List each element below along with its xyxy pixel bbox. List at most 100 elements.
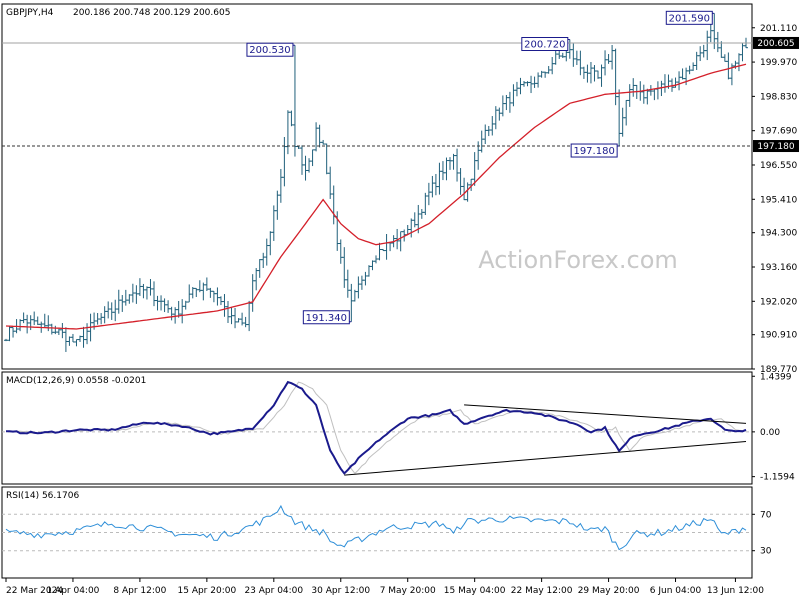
price-bar (529, 75, 534, 94)
price-bar (310, 149, 315, 167)
annotation-box (521, 37, 569, 52)
price-bar (546, 66, 551, 74)
price-bar (698, 46, 703, 62)
price-bar (437, 162, 442, 195)
price-bar (504, 94, 509, 111)
price-bar (719, 41, 724, 58)
price-bar (705, 30, 710, 61)
time-axis-label: 13 Jun 12:00 (707, 586, 764, 596)
price-bar (715, 31, 720, 53)
price-bar (169, 306, 174, 321)
price-bar (67, 336, 72, 346)
price-bar (412, 212, 417, 228)
price-bar (113, 299, 118, 322)
price-bar (201, 282, 206, 301)
price-bar (25, 314, 30, 334)
price-bar (500, 95, 505, 117)
price-bar (123, 289, 128, 306)
price-bar (384, 233, 389, 260)
price-bar (78, 335, 82, 343)
annotation-label: 201.590 (669, 13, 710, 24)
price-bar (187, 284, 192, 303)
price-bar (211, 290, 216, 303)
annotation-label: 191.340 (306, 313, 347, 324)
price-bar (130, 283, 135, 303)
price-bar (116, 289, 121, 314)
time-axis-label: 22 May 12:00 (511, 586, 573, 596)
price-bar (493, 106, 498, 130)
price-bar (285, 110, 290, 155)
price-bar (511, 84, 516, 107)
price-bar (722, 54, 727, 62)
price-bar (409, 218, 414, 238)
macd-signal-line (6, 381, 747, 475)
price-bar (444, 157, 449, 181)
price-bar (736, 53, 741, 72)
price-bar (159, 295, 164, 311)
price-bar (398, 231, 403, 252)
price-bar (282, 137, 287, 187)
price-tag-label: 200.605 (757, 39, 794, 49)
moving-average-line (5, 63, 747, 330)
macd-trendline (464, 404, 747, 424)
price-bar (518, 77, 523, 95)
chart-ohlc: 200.186 200.748 200.129 200.605 (73, 8, 230, 18)
annotation-box (665, 10, 713, 25)
price-bar (419, 208, 424, 219)
price-bar (455, 148, 460, 182)
price-bar (254, 268, 259, 291)
macd-pane-frame (1, 371, 753, 485)
price-bar (652, 88, 657, 101)
price-pane-frame (1, 3, 753, 370)
price-axis-label: 198.830 (760, 92, 797, 102)
rsi-axis-label: 70 (760, 510, 772, 520)
price-bar (74, 339, 79, 347)
price-bar (388, 242, 393, 252)
price-bar (543, 71, 548, 78)
price-bar (370, 260, 375, 271)
price-axis-label: 190.910 (760, 331, 797, 341)
price-bar (321, 139, 326, 145)
price-bar (155, 295, 160, 311)
price-bar (307, 158, 312, 173)
price-bar (553, 49, 558, 65)
price-bar (627, 84, 632, 107)
price-bar (677, 71, 682, 91)
price-axis-label: 189.770 (760, 365, 797, 375)
price-bar (655, 81, 660, 100)
price-bar (194, 287, 199, 298)
price-bar (240, 312, 245, 326)
price-bar (641, 84, 646, 104)
price-bar (599, 64, 604, 87)
annotation-box (302, 310, 350, 325)
price-bar (152, 281, 156, 307)
macd-label: MACD(12,26,9) 0.0558 -0.0201 (6, 376, 146, 386)
price-bar (631, 78, 636, 97)
price-bar (680, 68, 685, 80)
price-bar (218, 296, 223, 306)
price-bar (243, 316, 248, 328)
price-bar (148, 279, 153, 296)
price-bar (134, 285, 139, 304)
macd-line (6, 380, 747, 475)
price-bar (42, 313, 47, 328)
price-bar (229, 307, 234, 325)
price-bar (190, 287, 195, 299)
price-bar (4, 338, 8, 342)
price-bar (46, 315, 51, 332)
price-bar (53, 325, 58, 335)
time-axis-label: 30 Apr 12:00 (311, 586, 370, 596)
macd-axis-label: -1.1594 (760, 473, 795, 483)
price-bar (215, 287, 220, 306)
price-bar (359, 275, 364, 290)
price-bar (691, 62, 696, 71)
macd-axis-label: 0.00 (760, 428, 780, 438)
rsi-label: RSI(14) 56.1706 (6, 491, 79, 501)
price-bar (204, 277, 209, 291)
price-tag-label: 197.180 (757, 142, 794, 152)
price-bar (366, 265, 371, 277)
price-bar (578, 50, 583, 76)
price-bar (278, 168, 283, 203)
price-bar (596, 70, 600, 79)
